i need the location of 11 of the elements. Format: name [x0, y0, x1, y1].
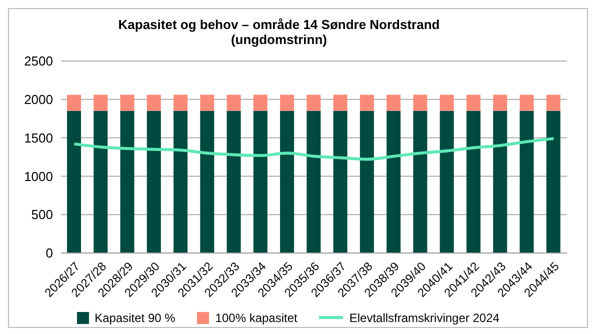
line-series — [72, 137, 556, 161]
legend-label: Elevtallsframskrivinger 2024 — [348, 311, 500, 325]
legend-label: 100% kapasitet — [214, 311, 298, 325]
y-tick-label: 2500 — [24, 54, 53, 69]
y-tick-label: 0 — [46, 246, 53, 261]
legend-label: Kapasitet 90 % — [94, 311, 176, 325]
y-tick-label: 500 — [31, 207, 53, 222]
y-tick-label: 1500 — [24, 130, 53, 146]
chart-title: Kapasitet og behov – område 14 Søndre Nordstrand (ungdomstrinn) — [117, 17, 441, 47]
y-tick-label: 2000 — [24, 92, 53, 108]
y-tick-label: 1000 — [24, 168, 53, 184]
